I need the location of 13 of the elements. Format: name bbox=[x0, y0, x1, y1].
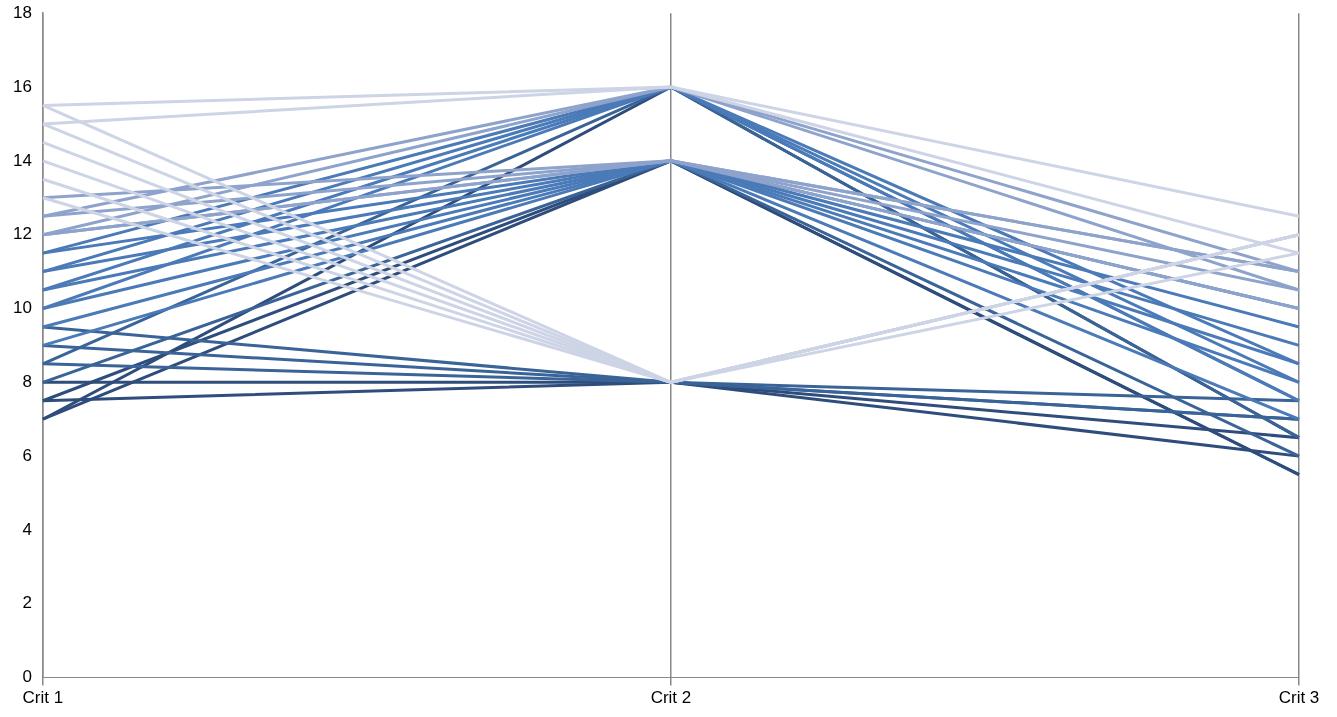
y-tick-label: 10 bbox=[12, 298, 32, 318]
x-tick-label: Crit 3 bbox=[1278, 688, 1320, 708]
y-tick-label: 12 bbox=[12, 224, 32, 244]
y-tick-label: 4 bbox=[22, 519, 32, 539]
y-tick-label: 14 bbox=[12, 150, 32, 170]
y-tick-label: 16 bbox=[12, 76, 32, 96]
y-tick-label: 8 bbox=[22, 372, 32, 391]
y-tick-label: 2 bbox=[22, 593, 32, 613]
y-tick-label: 18 bbox=[12, 2, 32, 22]
x-tick-label: Crit 1 bbox=[22, 688, 64, 708]
y-tick-label: 6 bbox=[22, 445, 32, 465]
y-tick-label: 0 bbox=[22, 667, 32, 687]
x-tick-label: Crit 2 bbox=[650, 688, 692, 708]
